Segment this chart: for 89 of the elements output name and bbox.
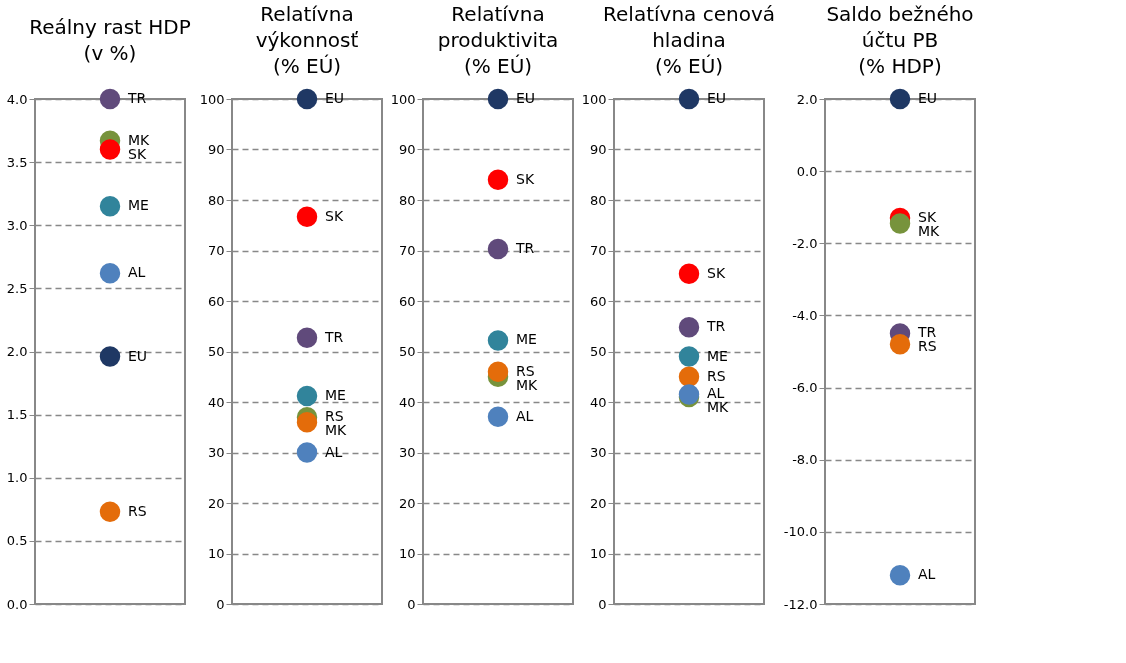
y-tick-label: 30 [589, 445, 607, 460]
y-tick-label: 90 [589, 142, 607, 157]
y-tick-label: 100 [390, 91, 416, 107]
series-label: TR [706, 318, 726, 335]
y-tick-label: 10 [589, 546, 607, 561]
y-tick-label: 4.0 [6, 91, 28, 107]
y-tick-label: 10 [398, 546, 416, 561]
y-tick-label: 70 [589, 243, 607, 258]
series-label: EU [128, 347, 148, 364]
y-tick-label: 20 [589, 495, 607, 511]
y-tick-label: 2.0 [6, 344, 28, 359]
series-label: AL [707, 385, 725, 402]
y-tick-label: 1.0 [6, 470, 28, 486]
y-tick-label: 3.5 [6, 154, 28, 170]
y-tick-label: 30 [207, 445, 225, 460]
y-tick-label: 0 [216, 596, 225, 612]
y-tick-label: 50 [589, 344, 607, 359]
y-tick-label: 70 [398, 243, 416, 258]
y-tick-label: 60 [207, 293, 225, 309]
series-label: AL [918, 566, 936, 583]
y-tick-label: 40 [398, 394, 416, 410]
y-tick-label: 80 [589, 192, 607, 208]
series-label: SK [516, 170, 535, 187]
series-label: ME [516, 331, 537, 348]
series-label: TR [127, 90, 147, 106]
y-tick-label: 40 [207, 394, 225, 410]
y-tick-label: 80 [398, 192, 416, 208]
y-tick-label: 60 [589, 293, 607, 309]
y-tick-label: 30 [398, 445, 416, 460]
y-tick-label: -6.0 [792, 380, 818, 396]
y-tick-label: 0.5 [6, 533, 28, 549]
y-tick-label: 50 [398, 344, 416, 359]
chart-title: Saldo bežného účtu PB (% HDP) [826, 1, 974, 78]
chart-title: Relatívna cenová hladina (% EÚ) [603, 1, 775, 78]
y-tick-label: 60 [398, 293, 416, 309]
y-tick-label: 20 [398, 495, 416, 511]
series-label: EU [325, 90, 345, 106]
y-tick-label: 40 [589, 394, 607, 410]
series-label: EU [707, 90, 727, 106]
y-tick-label: -4.0 [792, 307, 818, 323]
y-tick-label: 10 [207, 546, 225, 561]
y-tick-label: -12.0 [783, 596, 818, 612]
series-label: TR [324, 328, 344, 345]
chart-title: Reálny rast HDP (v %) [29, 14, 191, 65]
series-label: EU [516, 90, 536, 106]
series-label: SK [707, 264, 726, 281]
y-tick-label: 3.0 [6, 217, 28, 233]
y-tick-label: 0 [407, 596, 416, 612]
y-tick-label: 80 [207, 192, 225, 208]
chart-title: Relatívna výkonnosť (% EÚ) [255, 1, 359, 78]
chart-title: Relatívna produktivita (% EÚ) [437, 1, 559, 78]
series-label: SK [128, 145, 147, 162]
series-label: MK [918, 223, 941, 240]
series-label: ME [128, 197, 149, 214]
y-tick-label: -8.0 [792, 452, 818, 468]
y-tick-label: 100 [581, 91, 607, 107]
y-tick-label: 20 [207, 495, 225, 511]
series-label: TR [917, 324, 937, 341]
series-label: EU [918, 90, 938, 106]
series-label: AL [128, 264, 146, 281]
series-label: ME [707, 347, 728, 364]
series-label: RS [707, 367, 726, 384]
series-label: AL [516, 407, 534, 424]
y-tick-label: 2.0 [796, 91, 818, 107]
y-tick-label: 0.0 [6, 596, 28, 612]
series-label: RS [128, 502, 147, 519]
y-tick-label: -2.0 [792, 235, 818, 251]
y-tick-label: 100 [199, 91, 225, 107]
y-tick-label: 90 [207, 142, 225, 157]
series-label: MK [707, 399, 730, 416]
series-label: RS [325, 408, 344, 425]
y-tick-label: 70 [207, 243, 225, 258]
y-tick-label: 1.5 [6, 407, 28, 423]
y-tick-label: 90 [398, 142, 416, 157]
series-label: MK [128, 131, 151, 148]
y-tick-label: -10.0 [783, 524, 818, 540]
series-label: RS [516, 362, 535, 379]
y-tick-label: 2.5 [6, 280, 28, 296]
series-label: AL [325, 443, 343, 460]
y-tick-label: 50 [207, 344, 225, 359]
y-tick-label: 0.0 [796, 163, 818, 179]
series-label: SK [918, 209, 937, 226]
series-label: ME [325, 386, 346, 403]
y-tick-label: 0 [598, 596, 607, 612]
series-label: MK [516, 376, 539, 393]
series-label: TR [515, 239, 535, 256]
series-label: MK [325, 422, 348, 439]
series-label: RS [918, 338, 937, 355]
series-label: SK [325, 207, 344, 224]
